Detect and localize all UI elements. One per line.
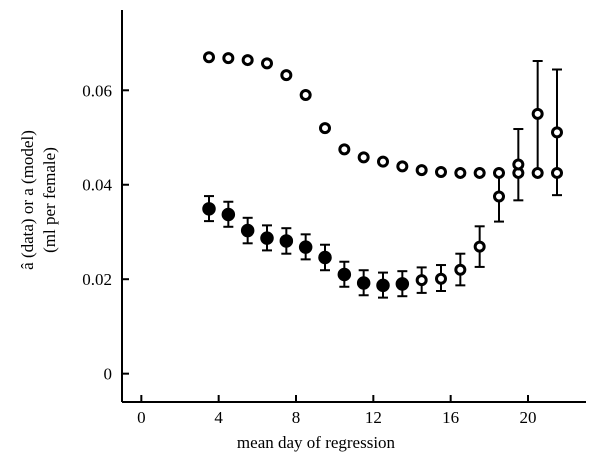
open-circle-point — [338, 143, 351, 156]
x-tick-label: 20 — [520, 408, 537, 427]
filled-circle-point — [376, 278, 390, 293]
x-tick-label: 16 — [442, 408, 459, 427]
open-circle-point — [493, 190, 505, 203]
x-axis-label: mean day of regression — [237, 433, 396, 452]
open-circle-point — [415, 164, 428, 177]
open-circle-point — [435, 165, 447, 178]
filled-circle-point — [240, 223, 255, 238]
open-circle-point — [493, 166, 505, 179]
x-tick-label: 12 — [365, 408, 382, 427]
open-circle-point — [396, 160, 409, 173]
open-circle-point — [203, 51, 215, 64]
data-points — [202, 51, 563, 293]
filled-circle-point — [395, 277, 410, 291]
open-circle-point — [454, 166, 467, 179]
open-circle-point — [435, 272, 447, 285]
y-axis-label-line1: â (data) or a (model) — [18, 130, 37, 270]
y-axis-label-group: â (data) or a (model) (ml per female) — [18, 130, 59, 270]
filled-circle-point — [202, 202, 216, 216]
open-circle-point — [222, 52, 235, 65]
filled-circle-point — [260, 231, 274, 245]
y-tick-label: 0.04 — [82, 176, 112, 195]
filled-circle-point — [221, 207, 236, 222]
x-tick-label: 8 — [292, 408, 301, 427]
filled-circle-point — [337, 267, 352, 282]
filled-circle-point — [318, 250, 332, 265]
open-circle-point — [415, 274, 428, 287]
open-circle-point — [241, 54, 254, 67]
y-tick-label: 0 — [104, 365, 113, 384]
filled-circle-point — [279, 234, 294, 248]
open-circle-point — [531, 107, 544, 120]
axes: 0 4 8 12 16 20 0 0.02 0.04 0.06 — [82, 10, 586, 427]
open-circle-point — [551, 166, 563, 179]
x-tick-label: 0 — [137, 408, 146, 427]
y-axis-label-line2: (ml per female) — [40, 147, 59, 253]
filled-circle-point — [298, 240, 313, 254]
open-circle-point — [357, 151, 370, 164]
open-circle-point — [531, 166, 544, 179]
open-circle-point — [551, 126, 563, 139]
open-circle-point — [319, 122, 331, 135]
open-circle-point — [473, 166, 486, 179]
filled-circle-point — [356, 276, 371, 290]
error-bars — [204, 60, 562, 299]
open-circle-point — [299, 89, 312, 102]
y-tick-label: 0.02 — [82, 270, 112, 289]
open-circle-point — [280, 69, 293, 82]
open-circle-point — [454, 263, 467, 276]
open-circle-point — [261, 57, 273, 70]
open-circle-point — [512, 158, 525, 171]
y-tick-label: 0.06 — [82, 81, 112, 100]
open-circle-point — [473, 240, 486, 253]
open-circle-point — [377, 155, 389, 168]
x-tick-label: 4 — [214, 408, 223, 427]
